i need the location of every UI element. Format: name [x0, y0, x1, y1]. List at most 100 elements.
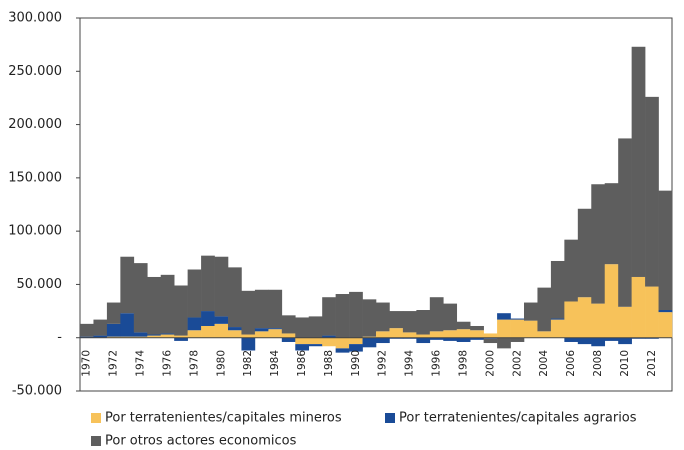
- bar-segment: [322, 335, 336, 338]
- bar-segment: [349, 344, 363, 352]
- bar-segment: [281, 315, 296, 334]
- bar-segment: [268, 329, 283, 338]
- bar-segment: [645, 96, 659, 287]
- x-tick-label: 1984: [269, 350, 281, 377]
- bar-segment: [456, 337, 471, 342]
- bar-segment: [349, 291, 363, 338]
- bar-segment: [618, 306, 632, 338]
- bar-segment: [537, 331, 552, 338]
- bar-segment: [510, 319, 525, 338]
- bar-segment: [470, 337, 484, 340]
- bar-segment: [106, 336, 121, 338]
- bar-segment: [120, 336, 135, 338]
- bar-segment: [510, 337, 525, 342]
- bar-segment: [308, 344, 323, 347]
- x-tick-label: 2006: [565, 350, 577, 377]
- y-tick-label: 250.000: [8, 64, 62, 79]
- x-tick-label: 1974: [135, 350, 147, 377]
- bar-segment: [631, 337, 646, 339]
- bar-segment: [497, 313, 511, 320]
- bar-segment: [241, 334, 256, 338]
- bar-segment: [645, 286, 659, 338]
- bar-segment: [429, 297, 444, 332]
- bar-segment: [241, 290, 256, 335]
- bar-segment: [550, 318, 565, 320]
- bar-segment: [416, 310, 431, 335]
- bar-segment: [618, 337, 632, 345]
- legend-swatch: [385, 413, 395, 423]
- bar-segment: [228, 267, 242, 328]
- bar-segment: [349, 337, 363, 345]
- x-tick-label: 2004: [538, 350, 550, 377]
- bar-segment: [604, 183, 619, 265]
- bar-segment: [564, 337, 579, 342]
- bar-segment: [174, 337, 188, 341]
- bar-segment: [295, 337, 310, 345]
- y-tick-label: 300.000: [8, 11, 62, 26]
- bar-segment: [604, 337, 619, 341]
- bar-segment: [550, 319, 565, 338]
- bar-segment: [174, 335, 188, 338]
- bar-segment: [376, 337, 390, 344]
- bar-segment: [524, 302, 538, 321]
- bar-segment: [295, 317, 310, 338]
- bar-segment: [497, 337, 511, 349]
- bar-segment: [483, 337, 498, 339]
- legend-label: Por otros actores economicos: [105, 434, 297, 449]
- bar-segment: [174, 285, 188, 336]
- legend-swatch: [91, 413, 101, 423]
- bar-segment: [402, 337, 417, 339]
- bar-segment: [187, 330, 202, 338]
- bar-segment: [591, 337, 606, 347]
- bar-segment: [577, 337, 592, 345]
- x-tick-label: 1996: [431, 350, 443, 377]
- bar-segment: [335, 337, 350, 349]
- bar-segment: [160, 333, 175, 335]
- bar-segment: [120, 313, 135, 337]
- bar-segment: [443, 330, 458, 338]
- y-tick-label: 150.000: [8, 170, 62, 185]
- x-tick-label: 2002: [511, 350, 523, 377]
- bar-segment: [201, 255, 215, 312]
- x-tick-label: 1972: [108, 350, 120, 377]
- x-tick-label: 1978: [188, 350, 200, 377]
- bar-segment: [402, 311, 417, 333]
- bar-segment: [281, 337, 296, 342]
- bar-segment: [241, 337, 256, 351]
- bar-segment: [308, 337, 323, 345]
- bar-segment: [268, 289, 283, 329]
- bar-segment: [524, 320, 538, 338]
- bar-segment: [645, 337, 659, 339]
- bar-segment: [254, 328, 269, 332]
- bar-segment: [214, 256, 229, 317]
- x-tick-label: 2008: [592, 350, 604, 377]
- bar-segment: [295, 344, 310, 351]
- bar-segment: [443, 303, 458, 331]
- bar-segment: [537, 287, 552, 332]
- bar-segment: [443, 337, 458, 341]
- bar-segment: [228, 327, 242, 331]
- x-tick-label: 1970: [81, 350, 93, 377]
- bar-segment: [389, 311, 404, 329]
- bar-segment: [604, 264, 619, 338]
- bar-segment: [577, 297, 592, 338]
- bar-segment: [362, 337, 377, 348]
- x-tick-label: 1986: [296, 350, 308, 377]
- bar-segment: [147, 335, 162, 338]
- y-tick-label: -: [57, 330, 62, 345]
- y-tick-label: 100.000: [8, 224, 62, 239]
- bar-segment: [254, 289, 269, 329]
- y-tick-label: -50.000: [12, 384, 62, 399]
- x-tick-label: 1998: [457, 350, 469, 377]
- bar-segment: [268, 328, 283, 330]
- bar-segment: [376, 302, 390, 332]
- bar-segment: [80, 336, 94, 338]
- bar-segment: [281, 333, 296, 338]
- x-tick-label: 1982: [242, 350, 254, 377]
- x-tick-label: 1980: [215, 350, 227, 377]
- bar-segment: [187, 269, 202, 318]
- bar-segment: [133, 332, 148, 337]
- bar-segment: [160, 334, 175, 338]
- x-tick-label: 2012: [646, 350, 658, 377]
- bar-segment: [322, 297, 336, 336]
